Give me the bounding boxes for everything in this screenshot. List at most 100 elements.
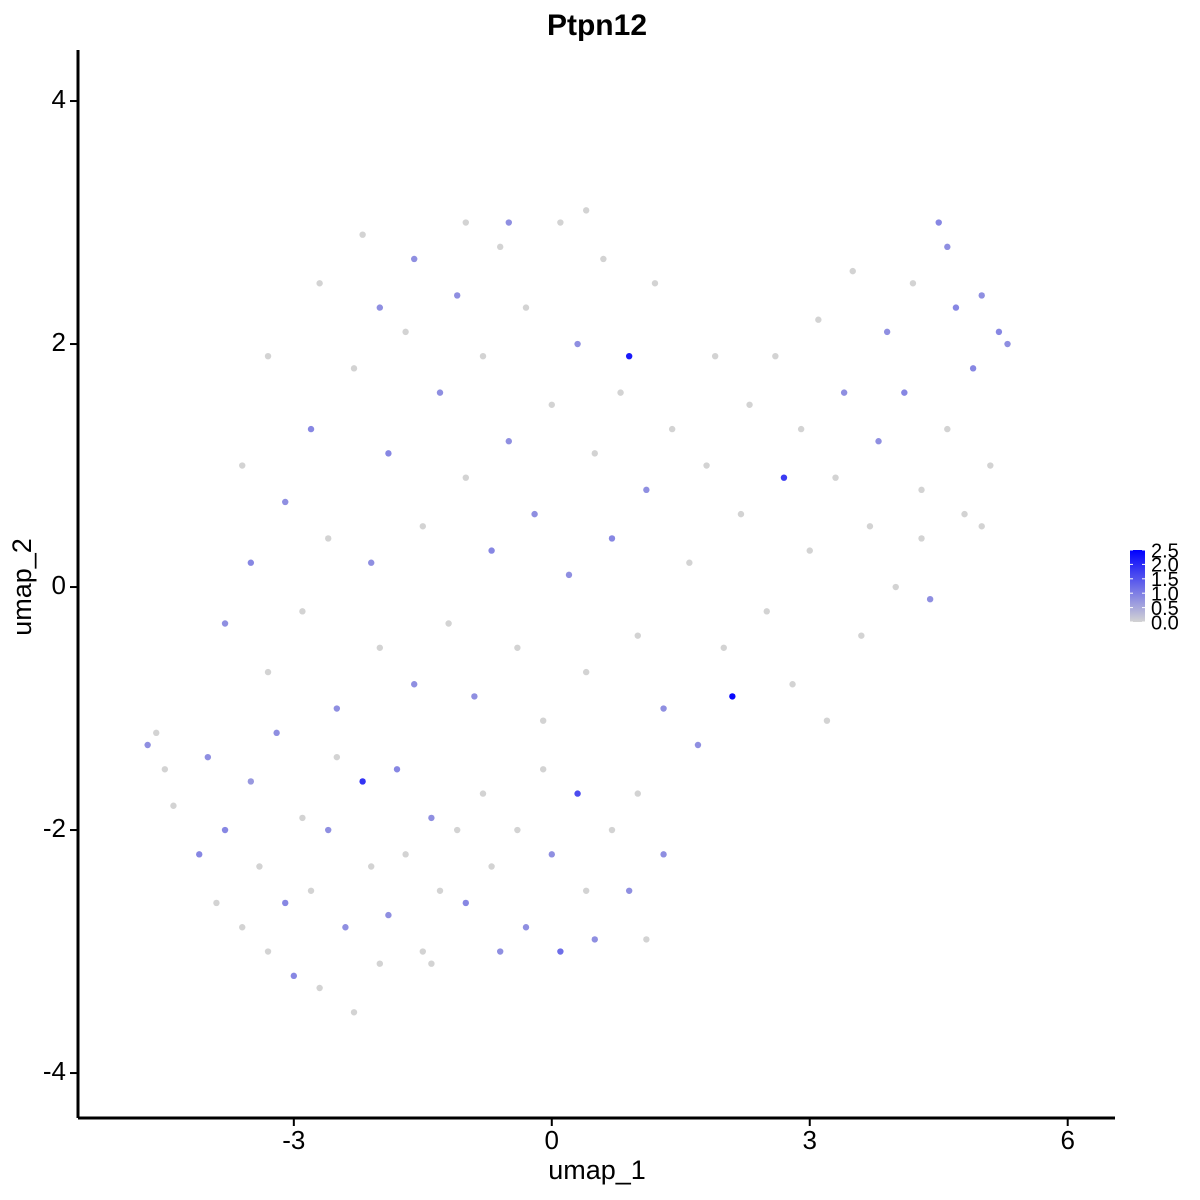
point bbox=[333, 705, 341, 712]
point bbox=[479, 352, 487, 360]
y-tick-label: 4 bbox=[52, 84, 66, 114]
point bbox=[488, 547, 495, 554]
point bbox=[496, 948, 504, 955]
point bbox=[454, 826, 461, 834]
colorbar bbox=[1130, 550, 1145, 622]
point bbox=[264, 352, 272, 360]
point bbox=[505, 219, 512, 226]
point bbox=[264, 668, 272, 676]
colorbar-tick-label: 0.5 bbox=[1151, 598, 1179, 620]
colorbar-tick-label: 0.0 bbox=[1151, 612, 1179, 634]
points bbox=[144, 207, 1011, 1016]
point bbox=[557, 948, 564, 955]
point bbox=[221, 620, 229, 627]
point bbox=[514, 644, 521, 651]
point bbox=[316, 280, 323, 287]
point bbox=[204, 753, 212, 761]
point bbox=[634, 790, 641, 797]
point bbox=[952, 304, 960, 311]
point bbox=[385, 450, 392, 457]
point bbox=[1004, 340, 1011, 348]
point bbox=[462, 219, 470, 226]
point bbox=[832, 474, 839, 481]
point bbox=[729, 693, 736, 700]
point bbox=[411, 681, 418, 688]
point bbox=[153, 729, 160, 737]
point bbox=[402, 328, 409, 336]
point bbox=[316, 984, 323, 992]
point bbox=[539, 717, 547, 724]
point bbox=[436, 389, 444, 396]
point bbox=[290, 972, 298, 980]
point bbox=[926, 595, 934, 603]
point bbox=[565, 571, 573, 579]
point bbox=[978, 292, 985, 299]
point bbox=[668, 425, 676, 433]
point bbox=[368, 863, 375, 870]
point bbox=[247, 778, 255, 785]
point bbox=[385, 911, 392, 919]
point bbox=[600, 255, 607, 263]
point bbox=[582, 887, 590, 894]
point bbox=[462, 474, 470, 481]
point bbox=[686, 559, 693, 566]
point bbox=[823, 717, 831, 724]
point bbox=[797, 425, 805, 433]
point bbox=[264, 948, 272, 955]
point bbox=[462, 899, 470, 907]
colorbar-tick-label: 2.0 bbox=[1151, 555, 1179, 577]
point bbox=[858, 632, 865, 639]
point bbox=[479, 790, 487, 797]
point bbox=[591, 450, 598, 457]
point bbox=[325, 826, 332, 834]
point bbox=[471, 693, 478, 700]
x-tick-label: -3 bbox=[282, 1125, 305, 1155]
point bbox=[419, 948, 427, 955]
point bbox=[161, 766, 169, 773]
point bbox=[978, 523, 985, 530]
point bbox=[539, 766, 547, 773]
point bbox=[299, 608, 306, 615]
point bbox=[282, 498, 289, 506]
colorbar-tick-label: 2.5 bbox=[1151, 540, 1179, 562]
point bbox=[866, 523, 874, 530]
y-tick-label: 2 bbox=[52, 327, 66, 357]
point bbox=[574, 790, 581, 797]
point bbox=[247, 559, 255, 566]
point bbox=[325, 535, 332, 542]
point bbox=[901, 389, 908, 396]
point bbox=[617, 389, 624, 396]
point bbox=[875, 438, 882, 445]
point bbox=[815, 316, 822, 323]
point bbox=[557, 219, 564, 226]
point bbox=[359, 231, 366, 238]
point bbox=[496, 243, 504, 251]
point bbox=[428, 814, 435, 822]
point bbox=[660, 851, 667, 858]
x-axis-label: umap_1 bbox=[548, 1155, 646, 1185]
point bbox=[643, 936, 650, 943]
point bbox=[591, 936, 598, 943]
y-tick-label: -4 bbox=[43, 1056, 66, 1086]
point bbox=[299, 814, 306, 822]
point bbox=[574, 340, 581, 348]
point bbox=[935, 219, 942, 226]
point bbox=[505, 438, 512, 445]
point bbox=[625, 887, 633, 894]
point bbox=[428, 960, 435, 967]
point bbox=[307, 887, 315, 894]
point bbox=[411, 255, 418, 263]
point bbox=[531, 510, 538, 518]
point bbox=[350, 365, 358, 372]
point bbox=[703, 462, 710, 469]
point bbox=[239, 462, 246, 469]
point bbox=[987, 462, 994, 469]
point bbox=[402, 851, 409, 858]
point bbox=[488, 863, 495, 870]
point bbox=[376, 304, 384, 311]
point bbox=[892, 583, 899, 591]
point bbox=[196, 851, 203, 858]
point bbox=[634, 632, 641, 639]
point bbox=[221, 826, 229, 834]
